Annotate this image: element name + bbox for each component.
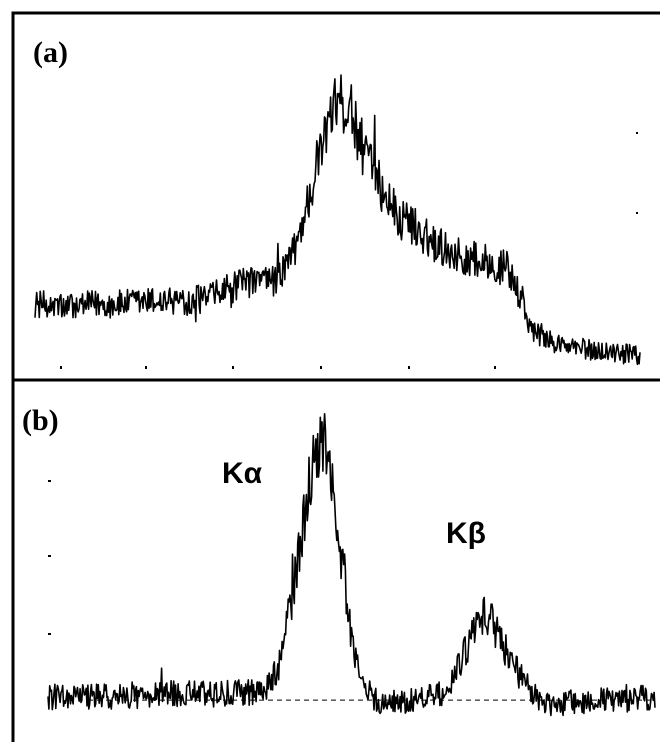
panel-b-ticks: [48, 480, 51, 635]
panel-b: (b) Kα Kβ: [11, 378, 660, 742]
panel-a-label: (a): [33, 36, 68, 69]
panel-a-spectrum-line: [34, 74, 641, 366]
tick-mark: [408, 366, 410, 369]
k-alpha-label: Kα: [222, 457, 263, 490]
tick-mark: [494, 366, 496, 369]
tick-mark: [232, 366, 234, 369]
tick-mark: [145, 366, 147, 369]
tick-mark: [48, 555, 51, 557]
tick-mark: [636, 212, 638, 214]
panel-b-spectrum-line: [47, 413, 656, 717]
tick-mark: [636, 132, 638, 134]
tick-mark: [48, 480, 51, 482]
tick-mark: [320, 366, 322, 369]
tick-mark: [60, 366, 62, 369]
panel-b-label: (b): [22, 404, 59, 437]
k-beta-label: Kβ: [446, 517, 486, 550]
tick-mark: [48, 633, 51, 635]
panel-b-frame: [11, 378, 660, 742]
panel-a-ticks: [60, 132, 638, 369]
